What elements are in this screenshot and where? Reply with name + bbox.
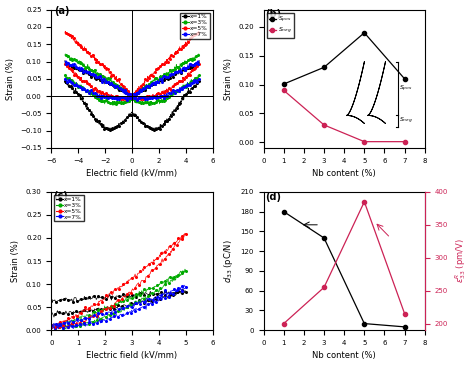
Y-axis label: Strain (%): Strain (%) bbox=[224, 58, 233, 100]
X-axis label: Nb content (%): Nb content (%) bbox=[312, 169, 376, 178]
Y-axis label: $d_{33}$ (pC/N): $d_{33}$ (pC/N) bbox=[222, 239, 235, 283]
$S_{neg}$ bbox=[281, 88, 287, 93]
$S_{pos}$ bbox=[362, 31, 367, 35]
Text: (d): (d) bbox=[265, 192, 282, 202]
Text: (c): (c) bbox=[54, 191, 68, 201]
Text: (a): (a) bbox=[54, 6, 70, 16]
Legend: x=1%, x=3%, x=5%, x=7%: x=1%, x=3%, x=5%, x=7% bbox=[180, 13, 210, 39]
Legend: x=1%, x=3%, x=5%, x=7%: x=1%, x=3%, x=5%, x=7% bbox=[55, 195, 84, 221]
$S_{neg}$ bbox=[321, 123, 327, 127]
$S_{neg}$ bbox=[362, 139, 367, 144]
$S_{pos}$ bbox=[402, 76, 408, 81]
$S_{pos}$ bbox=[281, 82, 287, 86]
Line: $S_{pos}$: $S_{pos}$ bbox=[282, 31, 407, 86]
Y-axis label: Strain (%): Strain (%) bbox=[6, 58, 15, 100]
$S_{pos}$ bbox=[321, 65, 327, 70]
X-axis label: Nb content (%): Nb content (%) bbox=[312, 351, 376, 361]
Y-axis label: Strain (%): Strain (%) bbox=[11, 240, 20, 282]
Text: (b): (b) bbox=[265, 9, 282, 19]
X-axis label: Electric field (kV/mm): Electric field (kV/mm) bbox=[86, 351, 178, 361]
Y-axis label: $\varepsilon^{R}_{33}$ (pm/V): $\varepsilon^{R}_{33}$ (pm/V) bbox=[454, 239, 468, 283]
Legend: $S_{pos}$, $S_{neg}$: $S_{pos}$, $S_{neg}$ bbox=[267, 13, 294, 38]
X-axis label: Electric field (kV/mm): Electric field (kV/mm) bbox=[86, 169, 178, 178]
$S_{neg}$ bbox=[402, 139, 408, 144]
Line: $S_{neg}$: $S_{neg}$ bbox=[282, 88, 407, 144]
